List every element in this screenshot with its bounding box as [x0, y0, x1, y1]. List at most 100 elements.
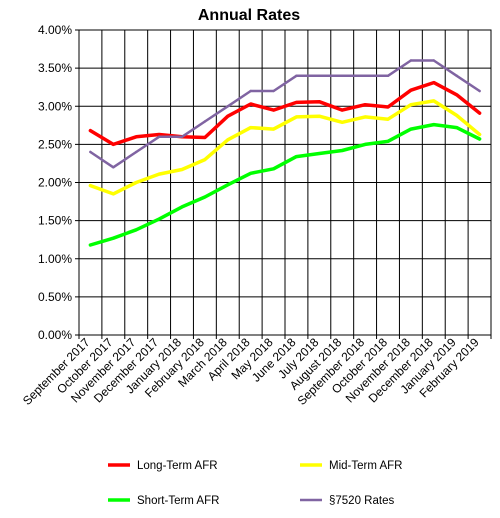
data-point: [135, 181, 138, 184]
data-point: [135, 135, 138, 138]
data-point: [386, 105, 390, 109]
data-point: [432, 123, 435, 126]
data-point: [409, 103, 413, 106]
legend-label: Long-Term AFR: [137, 460, 218, 472]
data-point: [478, 137, 481, 141]
legend-label: Mid-Term AFR: [329, 460, 402, 472]
y-tick-label: 1.50%: [38, 214, 72, 228]
data-point: [432, 99, 435, 103]
data-point: [89, 184, 92, 187]
data-point: [112, 143, 115, 146]
data-point: [295, 74, 298, 77]
data-point: [318, 74, 321, 77]
data-point: [341, 108, 344, 112]
data-point: [112, 192, 115, 196]
data-point: [249, 102, 252, 106]
series-lines: [88, 59, 482, 247]
data-point: [478, 133, 481, 136]
y-tick-label: 3.00%: [38, 99, 72, 113]
data-point: [295, 101, 298, 104]
data-point: [455, 93, 458, 97]
data-point: [180, 205, 184, 209]
data-point: [89, 129, 92, 132]
data-point: [157, 217, 161, 221]
data-point: [432, 59, 435, 62]
data-point: [341, 74, 344, 77]
data-point: [249, 172, 252, 175]
legend-item: §7520 Rates: [300, 495, 394, 507]
data-point: [112, 166, 115, 169]
y-tick-label: 1.00%: [38, 252, 72, 266]
data-point: [272, 89, 275, 93]
data-point: [272, 167, 275, 170]
series-line: [88, 80, 482, 147]
data-point: [180, 135, 184, 138]
data-point: [455, 74, 458, 77]
data-point: [203, 120, 207, 123]
data-point: [157, 133, 161, 136]
series-short-term-afr: [88, 122, 482, 247]
y-axis-ticks: 0.00% 0.50% 1.00% 1.50% 2.00% 2.50% 3.00% 3.50%…: [38, 23, 79, 342]
gridlines: [78, 29, 492, 336]
series-line: [89, 59, 481, 169]
data-point: [341, 149, 344, 152]
data-point: [409, 59, 413, 62]
data-point: [295, 115, 298, 119]
series-mid-term-afr: [88, 99, 482, 196]
y-tick-label: 2.50%: [38, 137, 72, 151]
data-point: [363, 74, 367, 77]
y-tick-label: 0.50%: [38, 290, 72, 304]
data-point: [386, 74, 390, 77]
legend-item: Short-Term AFR: [108, 495, 219, 507]
data-point: [363, 115, 367, 119]
data-point: [318, 114, 321, 118]
data-point: [135, 228, 138, 231]
data-point: [432, 81, 435, 84]
data-point: [318, 152, 321, 155]
data-point: [135, 150, 138, 154]
y-tick-label: 2.00%: [38, 176, 72, 190]
data-point: [226, 138, 229, 141]
series-7520-rates: [89, 59, 481, 169]
y-tick-label: 0.00%: [38, 328, 72, 342]
data-point: [386, 118, 390, 121]
data-point: [272, 127, 275, 131]
legend: Long-Term AFR Mid-Term AFR Short-Term AFR §…: [108, 460, 402, 507]
data-point: [455, 126, 458, 129]
data-point: [226, 105, 229, 108]
data-point: [203, 158, 207, 161]
data-point: [89, 243, 92, 247]
data-point: [363, 143, 367, 146]
data-point: [157, 172, 161, 176]
data-point: [478, 111, 481, 115]
data-point: [318, 100, 321, 103]
data-point: [203, 195, 207, 199]
data-point: [386, 140, 390, 143]
y-tick-label: 4.00%: [38, 23, 72, 37]
data-point: [478, 89, 481, 93]
data-point: [226, 114, 229, 118]
legend-label: Short-Term AFR: [137, 495, 219, 507]
data-point: [341, 121, 344, 124]
data-point: [249, 89, 252, 93]
series-line: [88, 99, 482, 196]
data-point: [409, 127, 413, 131]
legend-label: §7520 Rates: [329, 495, 394, 507]
data-point: [249, 126, 252, 129]
series-line: [88, 122, 482, 247]
data-point: [455, 114, 458, 117]
data-point: [295, 155, 298, 158]
data-point: [89, 150, 92, 154]
legend-item: Long-Term AFR: [108, 460, 218, 472]
data-point: [272, 108, 275, 112]
data-point: [157, 135, 161, 138]
data-point: [203, 136, 207, 139]
data-point: [363, 103, 367, 106]
legend-item: Mid-Term AFR: [300, 460, 402, 472]
chart-title: Annual Rates: [198, 7, 300, 24]
data-point: [226, 183, 229, 186]
y-tick-label: 3.50%: [38, 61, 72, 75]
data-point: [180, 168, 184, 171]
data-point: [112, 236, 115, 240]
